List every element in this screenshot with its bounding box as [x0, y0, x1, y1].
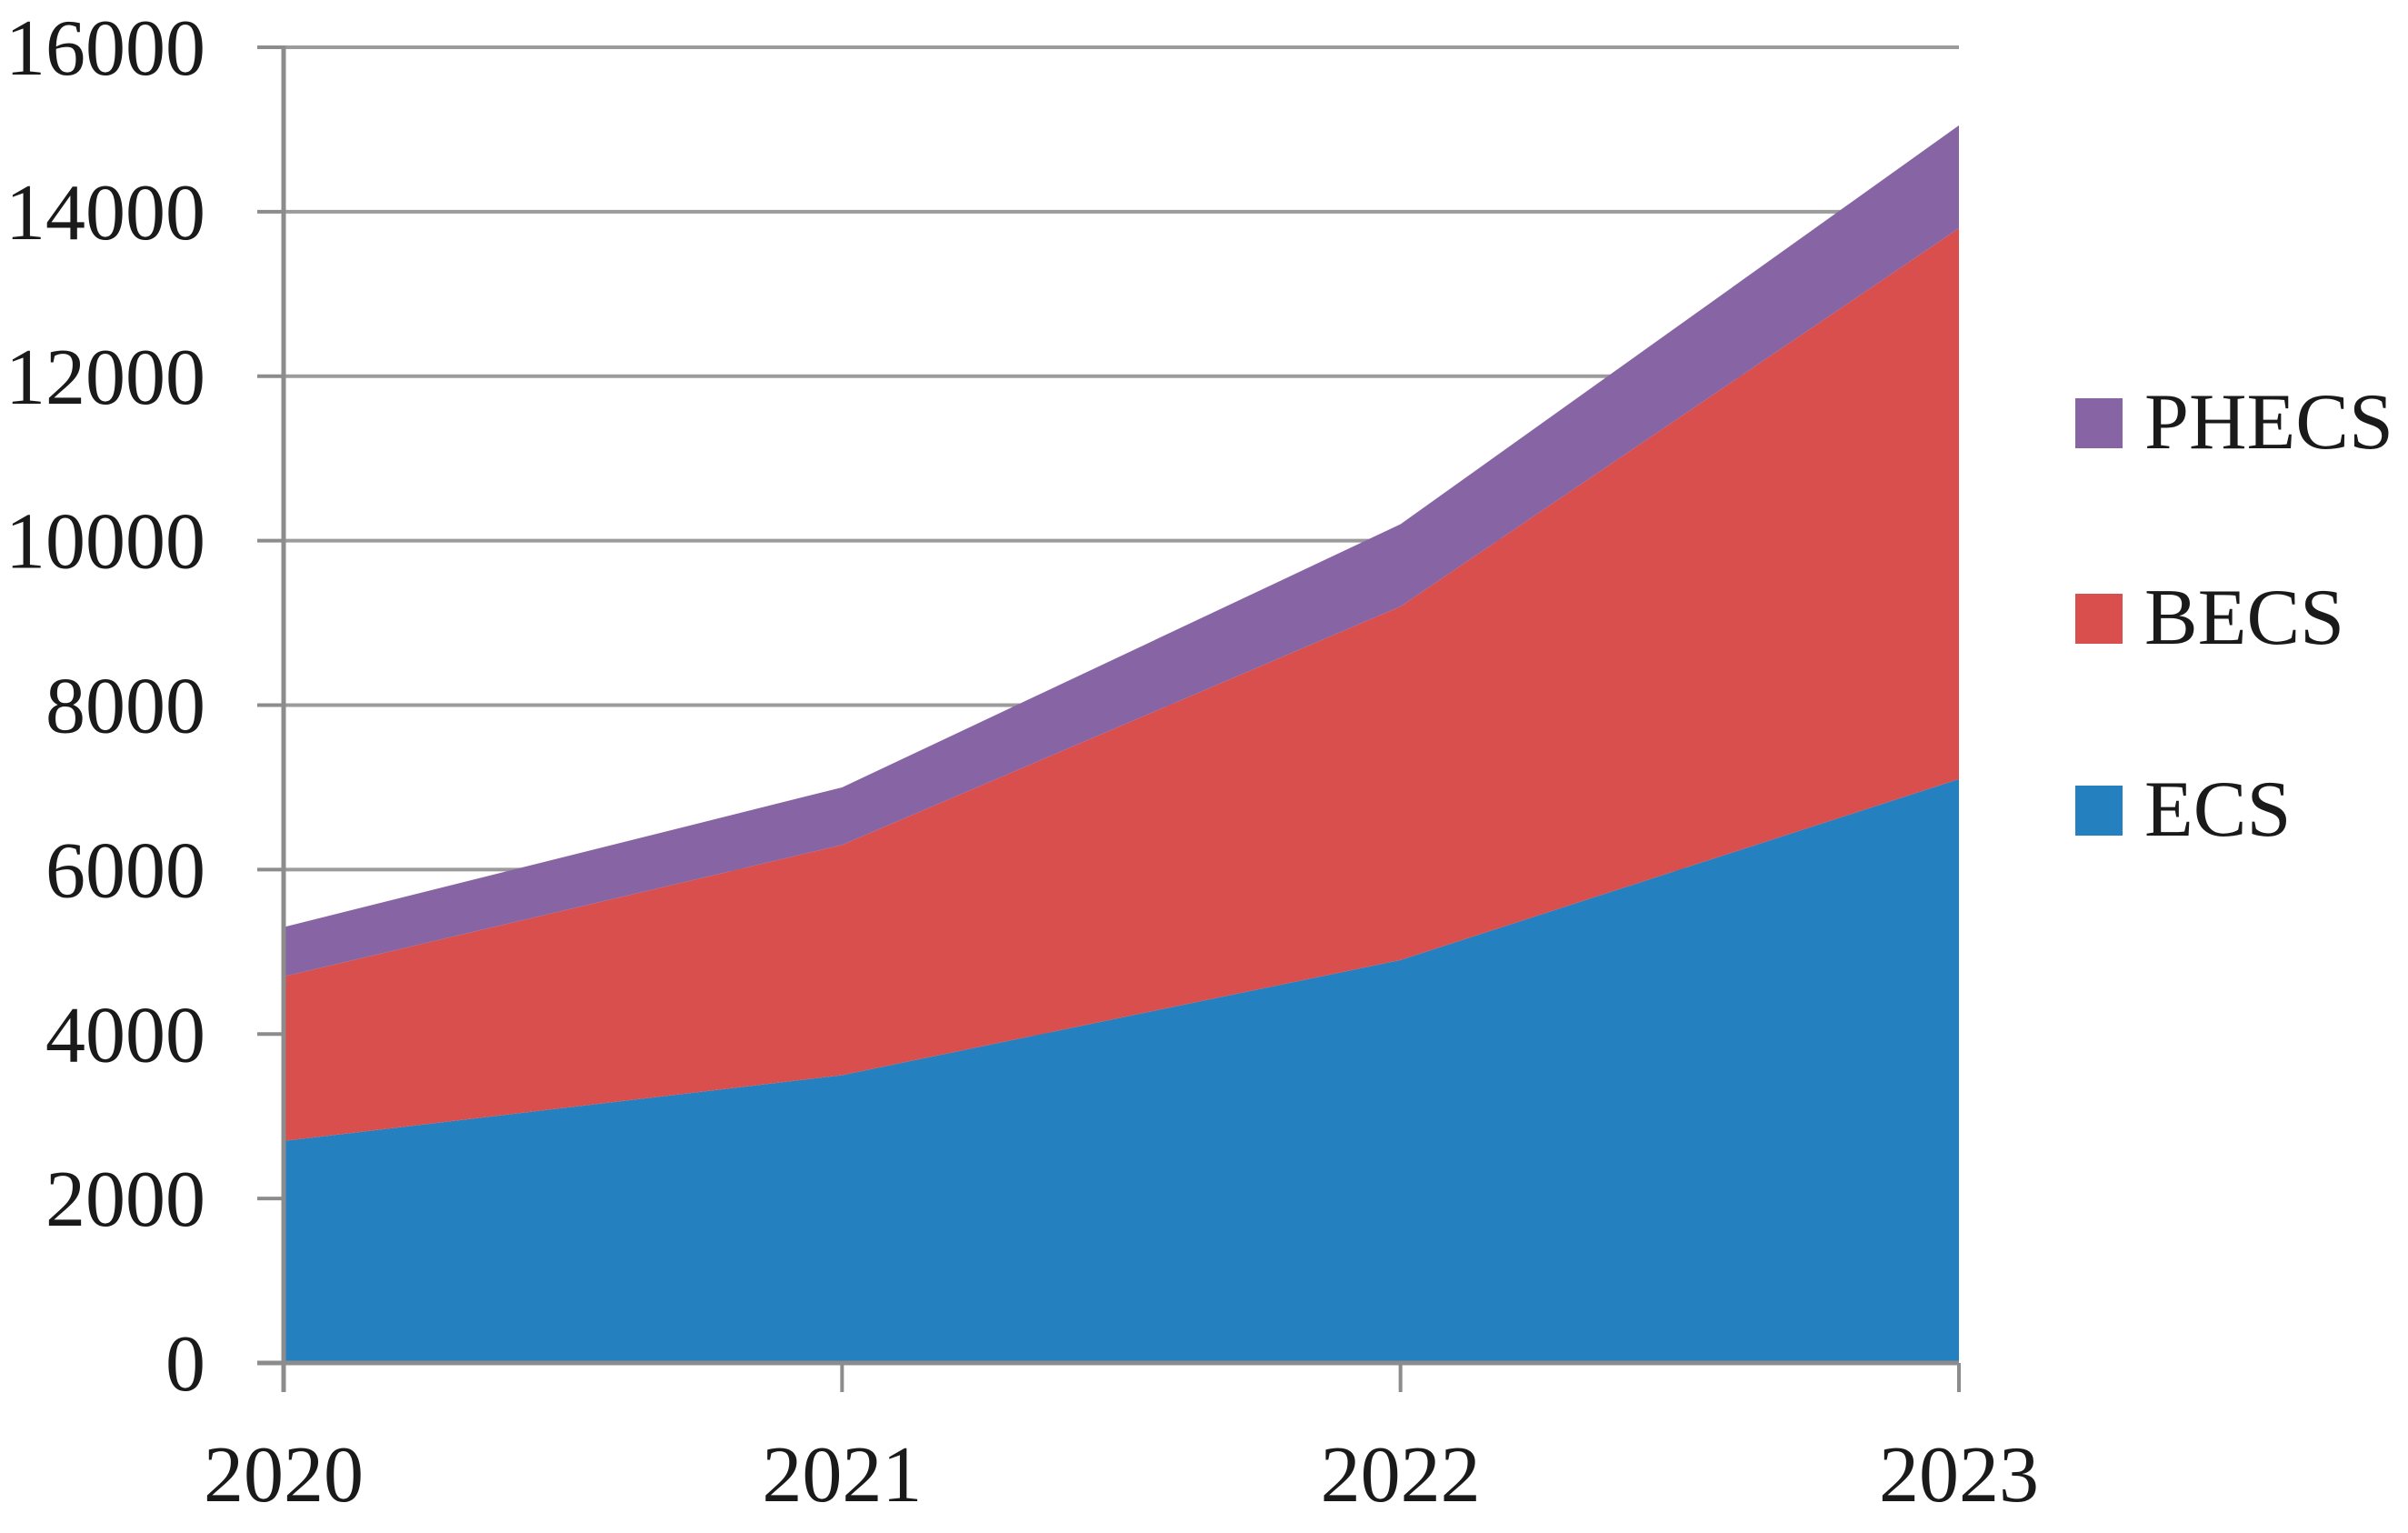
y-axis-tick-label: 0: [165, 1320, 205, 1408]
x-axis-tick-label: 2023: [1879, 1431, 2039, 1519]
legend-swatch-becs-icon: [2075, 593, 2123, 644]
y-axis-tick-label: 8000: [45, 663, 205, 751]
y-axis-tick-label: 2000: [45, 1156, 205, 1244]
y-axis-tick-label: 10000: [5, 498, 205, 586]
legend-swatch-ecs-icon: [2075, 785, 2123, 836]
x-axis-tick-label: 2021: [762, 1431, 922, 1519]
legend-item: BECS: [2075, 577, 2344, 659]
y-axis-tick-label: 14000: [5, 169, 205, 257]
area-phecs: [284, 125, 1959, 977]
y-axis-tick-label: 12000: [5, 334, 205, 422]
area-becs: [284, 227, 1959, 1141]
legend-item: PHECS: [2075, 382, 2393, 464]
x-axis-tick-label: 2022: [1321, 1431, 1481, 1519]
legend-item-label: ECS: [2144, 766, 2292, 854]
legend-item-label: BECS: [2144, 574, 2345, 662]
x-axis-tick-label: 2020: [204, 1431, 364, 1519]
y-axis-tick-label: 6000: [45, 827, 205, 915]
y-axis-tick-label: 16000: [5, 5, 205, 93]
legend: PHECS BECS ECS: [2075, 0, 2403, 1528]
y-axis-tick-label: 4000: [45, 991, 205, 1079]
area-ecs: [284, 778, 1959, 1363]
legend-item: ECS: [2075, 769, 2291, 851]
legend-item-label: PHECS: [2144, 378, 2393, 466]
legend-swatch-phecs-icon: [2075, 397, 2123, 448]
